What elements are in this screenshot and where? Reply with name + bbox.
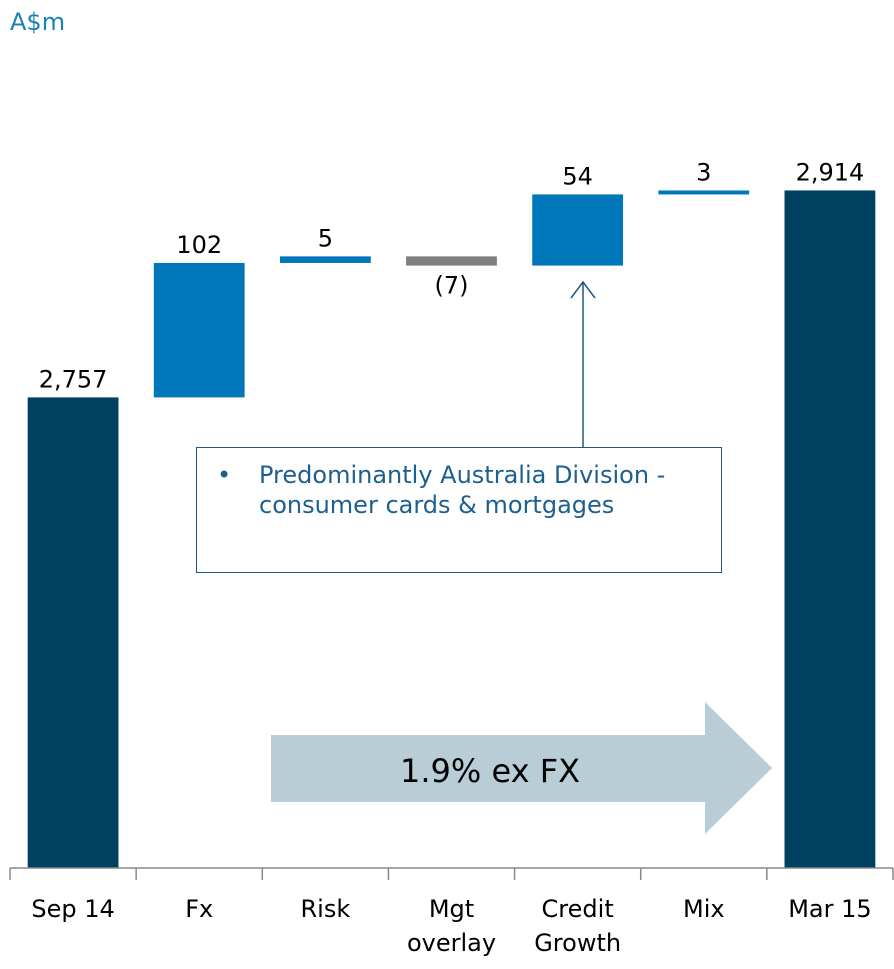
value-label: 102 [176, 231, 222, 259]
x-tick-label: Credit Growth [534, 895, 622, 957]
value-label: 2,757 [39, 365, 108, 393]
value-label: 2,914 [796, 158, 865, 186]
value-label: 5 [318, 224, 333, 252]
x-tick-label: Fx [185, 895, 214, 923]
growth-arrow-label: 1.9% ex FX [400, 752, 580, 790]
annotation-text: Predominantly Australia Division - consu… [259, 461, 666, 519]
bullet: • [217, 461, 232, 489]
bar [658, 190, 750, 195]
callout-arrowhead [570, 280, 596, 299]
x-tick-label: Sep 14 [31, 895, 115, 923]
value-label: 3 [696, 158, 711, 186]
bar [406, 256, 497, 266]
x-tick-label: Mgt overlay [406, 895, 497, 957]
x-tick-label: Risk [300, 895, 351, 923]
bar [153, 262, 245, 398]
x-tick-label: Mar 15 [788, 895, 872, 923]
x-tick-label: Mix [682, 895, 725, 923]
bar [532, 194, 624, 266]
value-label: (7) [435, 272, 469, 300]
bar [784, 190, 876, 869]
growth-arrow [271, 702, 772, 834]
unit-label: A$m [10, 8, 66, 36]
value-label: 54 [562, 162, 593, 190]
bar [279, 256, 371, 263]
annotation-box: • Predominantly Australia Division - con… [196, 447, 722, 573]
bar [27, 397, 119, 868]
